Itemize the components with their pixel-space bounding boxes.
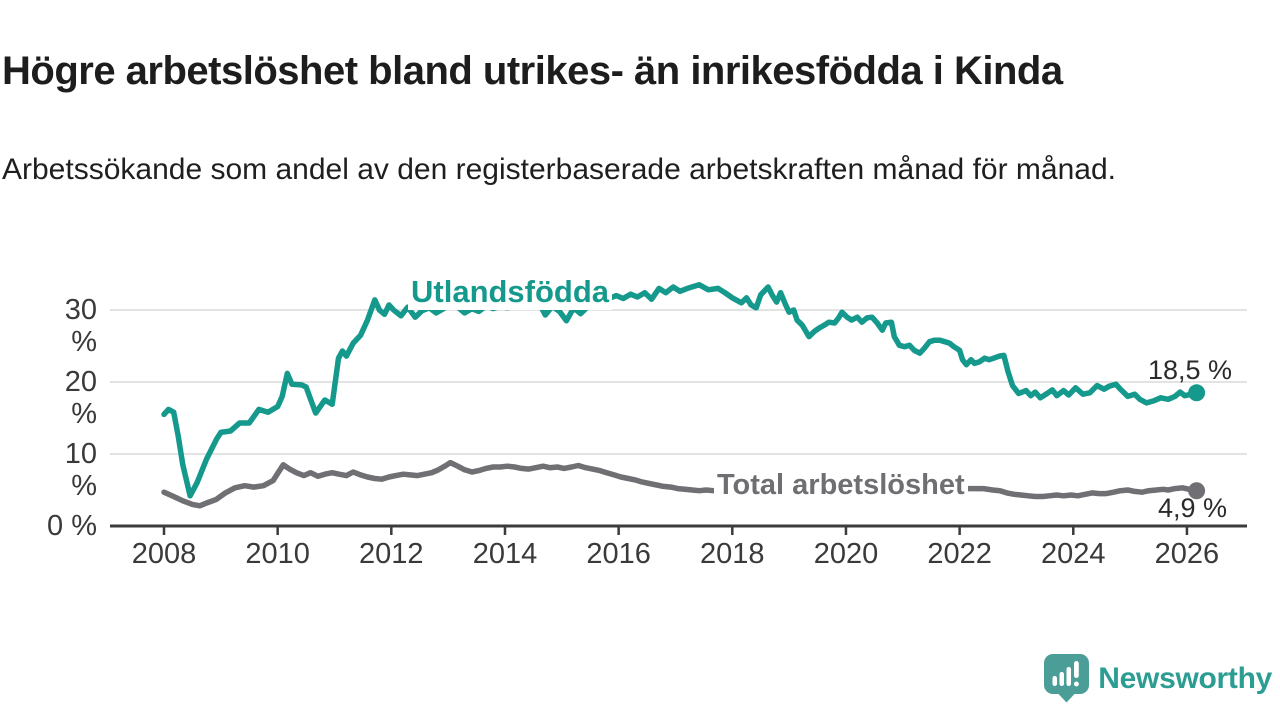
series-line-1 bbox=[161, 459, 1200, 509]
x-tick-label: 2016 bbox=[586, 538, 651, 570]
newsworthy-wordmark: Newsworthy bbox=[1098, 661, 1272, 695]
y-tick-label: 0 % bbox=[47, 510, 97, 542]
series-end-dot-1 bbox=[1188, 482, 1206, 500]
y-tick-label: 20 % bbox=[64, 366, 97, 430]
x-tick-label: 2020 bbox=[813, 538, 879, 570]
newsworthy-branding: Newsworthy bbox=[1044, 654, 1272, 703]
x-tick-label: 2014 bbox=[472, 538, 538, 570]
page-title: Högre arbetslöshet bland utrikes- än inr… bbox=[2, 48, 1063, 93]
x-tick-label: 2010 bbox=[245, 538, 310, 570]
x-tick-label: 2026 bbox=[1154, 538, 1220, 570]
newsworthy-logo-icon bbox=[1044, 654, 1090, 703]
series-end-dot-0 bbox=[1188, 384, 1206, 402]
series-line-0 bbox=[161, 282, 1200, 499]
end-value-label-total: 4,9 % bbox=[1157, 493, 1227, 523]
end-value-label-utlandsfodda: 18,5 % bbox=[1147, 355, 1232, 385]
series-label-total-arbetsloshet: Total arbetslöshet bbox=[714, 469, 968, 502]
x-tick-label: 2012 bbox=[359, 538, 424, 570]
x-tick-label: 2024 bbox=[1041, 538, 1106, 570]
series-label-utlandsfodda: Utlandsfödda bbox=[408, 274, 613, 310]
x-tick-label: 2018 bbox=[700, 538, 765, 570]
chart-subtitle: Arbetssökande som andel av den registerb… bbox=[2, 153, 1116, 186]
y-tick-label: 10 % bbox=[64, 438, 97, 502]
x-tick-label: 2008 bbox=[131, 538, 197, 570]
y-tick-label: 30 % bbox=[64, 294, 97, 358]
x-tick-label: 2022 bbox=[927, 538, 992, 570]
